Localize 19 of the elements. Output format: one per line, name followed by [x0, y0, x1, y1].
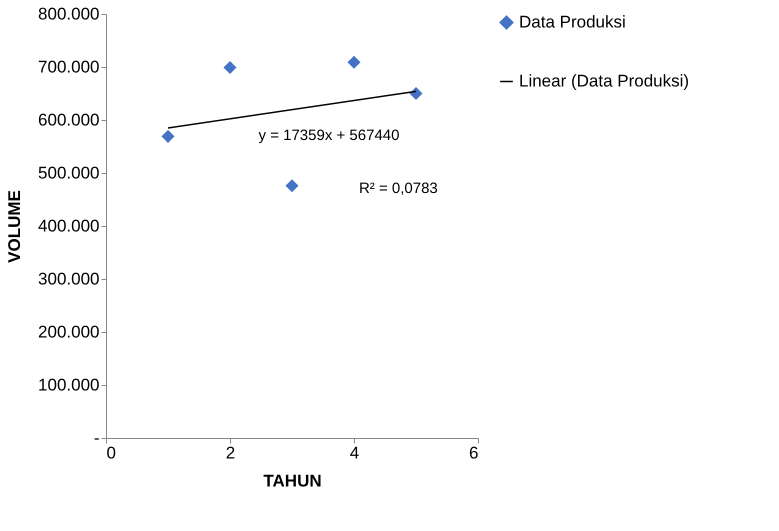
y-tick-label: 800.000	[38, 4, 100, 24]
legend-label: Linear (Data Produksi)	[519, 72, 690, 90]
y-tick-label: -	[94, 428, 100, 448]
y-axis-title: VOLUME	[5, 190, 24, 263]
annotation: R² = 0,0783	[358, 180, 438, 197]
x-tick-label: 6	[469, 444, 478, 462]
y-tick-label: 700.000	[38, 58, 100, 76]
x-tick-label: 2	[226, 444, 236, 462]
x-tick-label: 4	[350, 444, 360, 462]
y-tick-label: 100.000	[38, 376, 100, 394]
y-tick-label: 500.000	[38, 164, 100, 182]
legend-label: Data Produksi	[519, 12, 626, 32]
y-tick-label: 300.000	[38, 270, 100, 288]
y-tick-label: 400.000	[38, 216, 100, 236]
x-axis-title: TAHUN	[263, 472, 322, 490]
x-tick-label: 0	[106, 444, 116, 462]
y-tick-label: 600.000	[38, 110, 100, 130]
y-tick-label: 200.000	[38, 322, 100, 342]
annotation: y = 17359x + 567440	[258, 126, 400, 144]
